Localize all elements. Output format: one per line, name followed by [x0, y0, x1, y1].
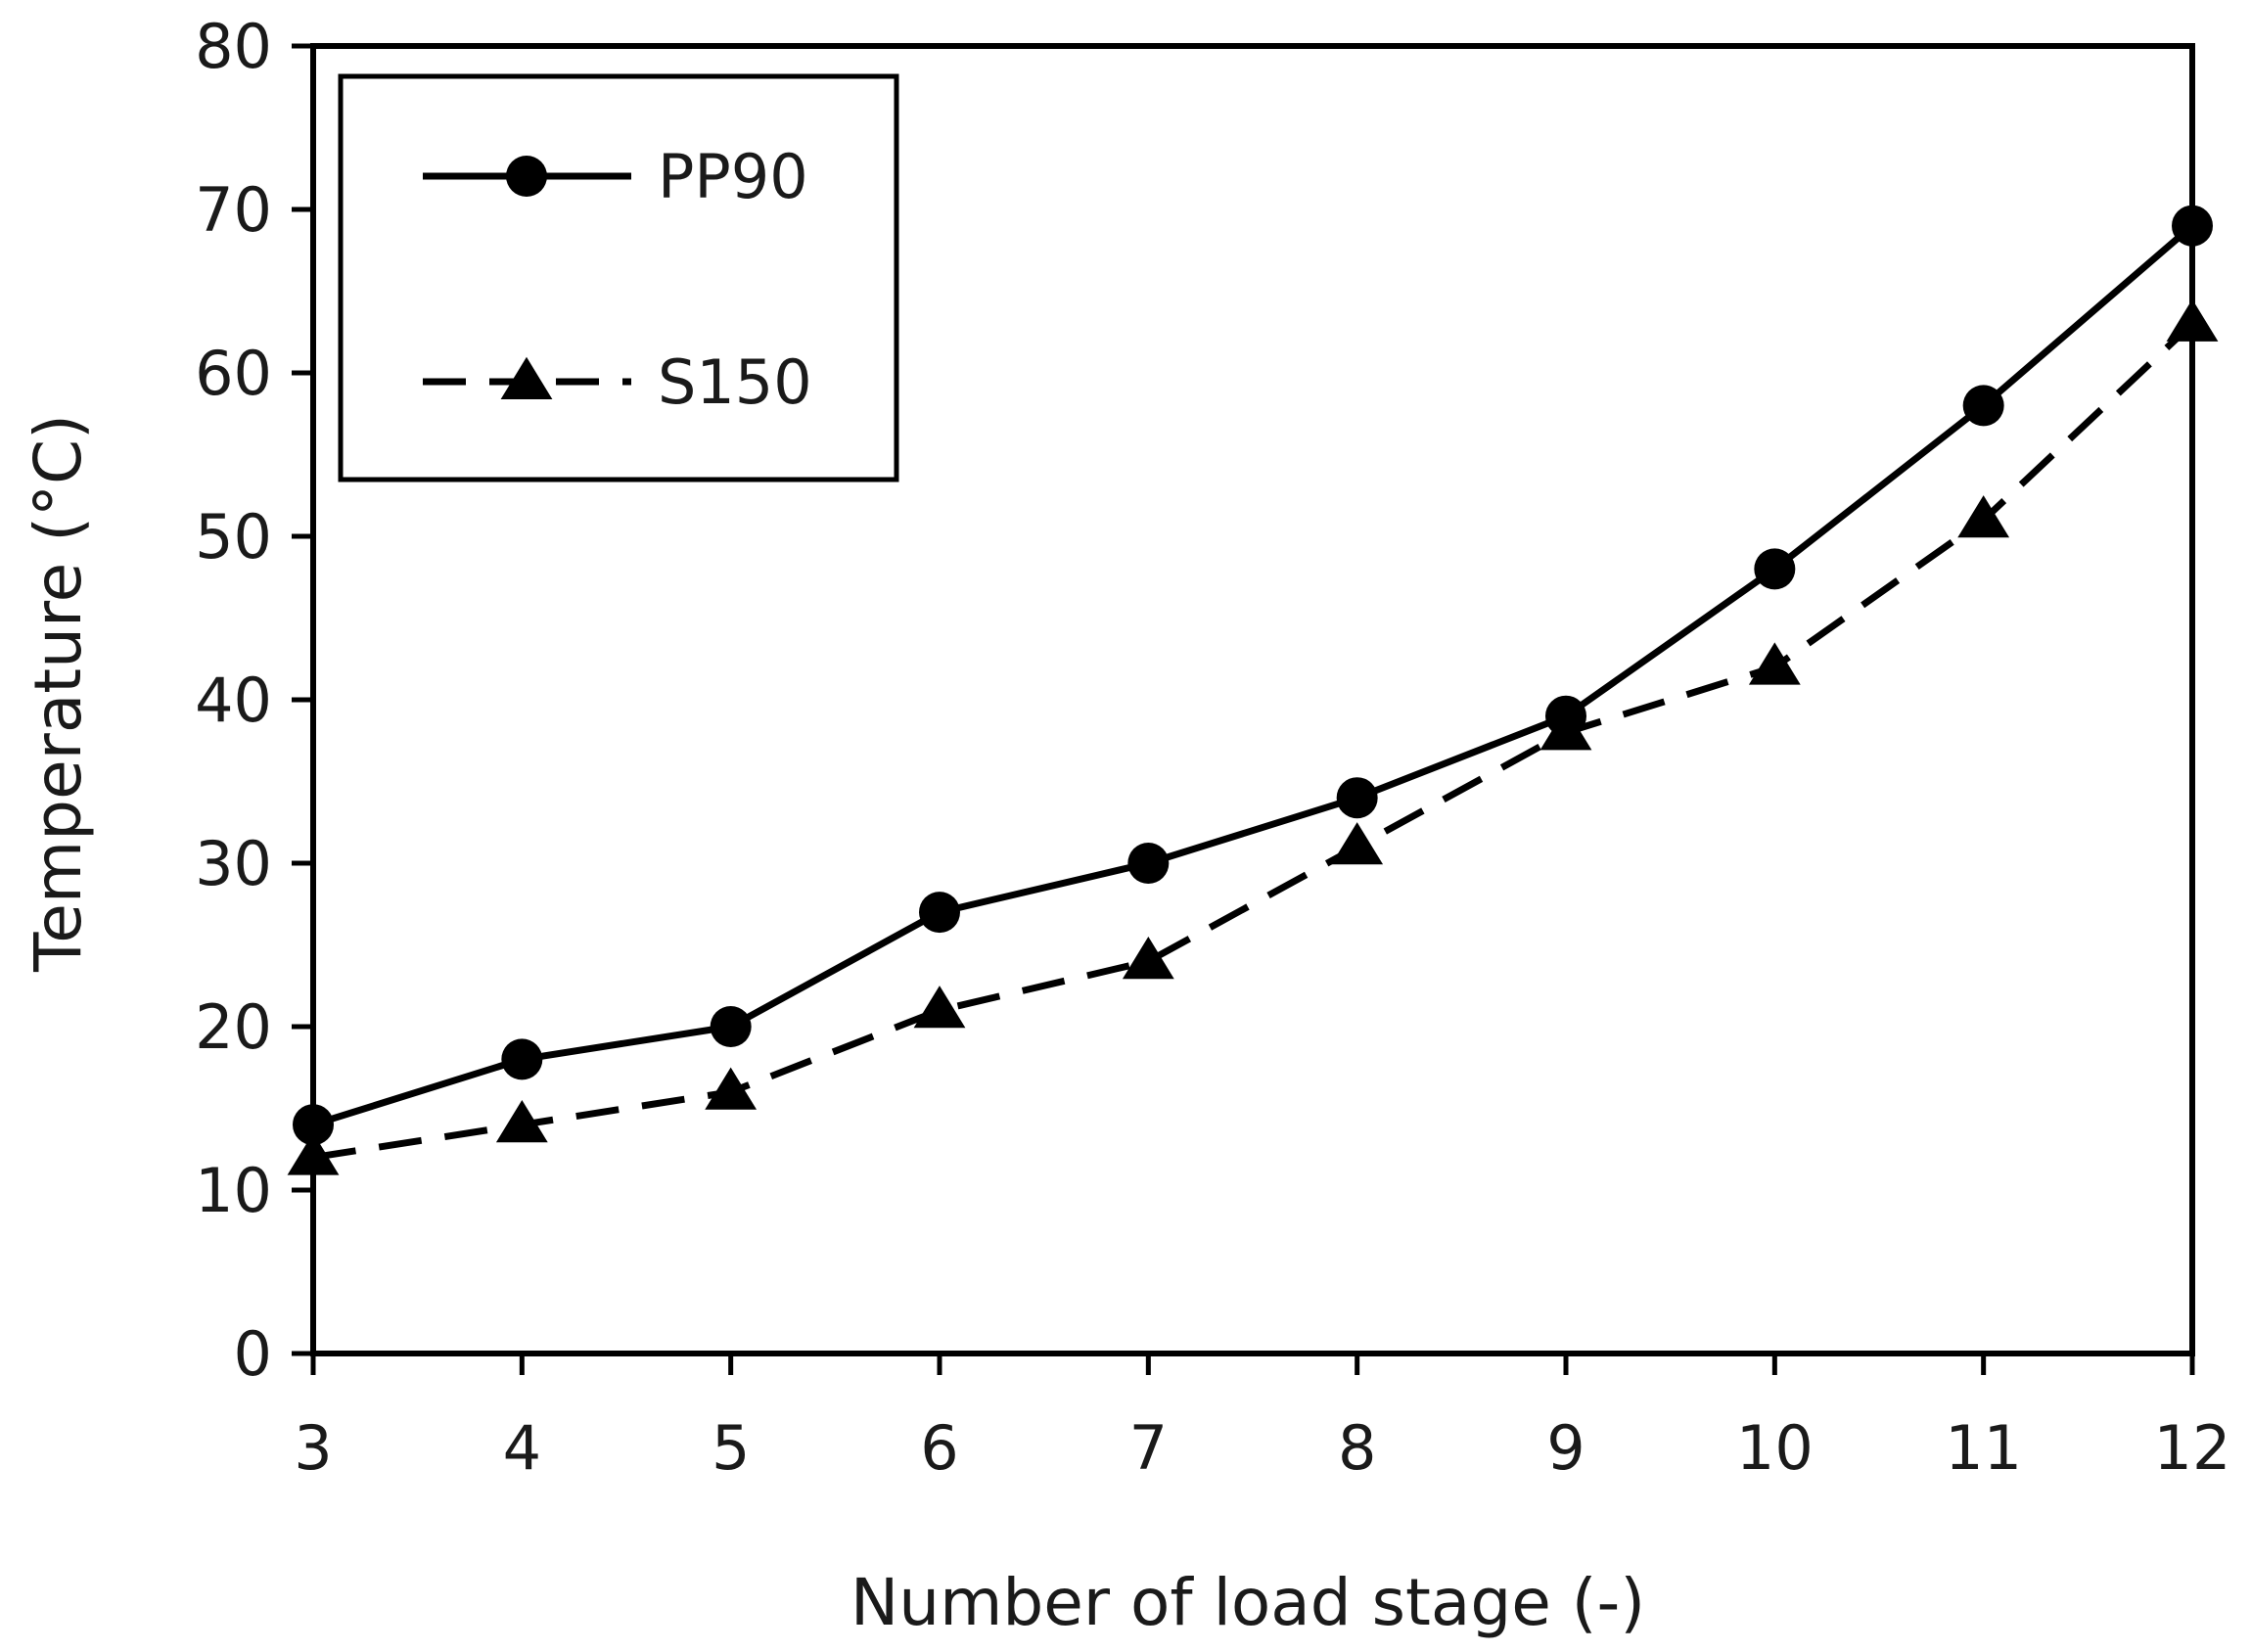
x-tick-label-8: 8 — [1338, 1412, 1376, 1484]
data-point-s150-7 — [1122, 937, 1174, 980]
data-point-s150-5 — [705, 1067, 758, 1110]
x-tick-label-3: 3 — [294, 1412, 332, 1484]
series-line-pp90 — [311, 223, 2195, 1128]
data-point-pp90-10 — [1754, 548, 1796, 590]
x-axis-title: Number of load stage (-) — [850, 1565, 1645, 1640]
data-point-pp90-7 — [1127, 843, 1170, 884]
series-layer — [287, 205, 2219, 1175]
x-tick-label-9: 9 — [1546, 1412, 1585, 1484]
y-tick-label-10: 10 — [195, 1155, 272, 1226]
x-tick-label-7: 7 — [1129, 1412, 1168, 1484]
y-axis-title: Temperature (°C) — [21, 414, 96, 973]
data-point-s150-10 — [1748, 642, 1801, 685]
y-tick-label-70: 70 — [195, 174, 272, 246]
data-point-s150-6 — [913, 986, 966, 1029]
x-tick-label-6: 6 — [920, 1412, 958, 1484]
legend-label-s150: S150 — [658, 346, 812, 418]
data-point-pp90-6 — [919, 892, 960, 934]
y-tick-label-30: 30 — [195, 828, 272, 899]
y-tick-label-80: 80 — [195, 11, 272, 82]
legend-box — [338, 73, 899, 482]
legend-marker-pp90 — [506, 156, 547, 197]
data-point-s150-4 — [495, 1100, 548, 1143]
data-point-s150-3 — [287, 1132, 340, 1175]
legend-label-pp90: PP90 — [658, 141, 808, 212]
y-tick-label-60: 60 — [195, 338, 272, 409]
x-tick-label-10: 10 — [1736, 1412, 1814, 1484]
x-tick-label-12: 12 — [2154, 1412, 2231, 1484]
x-tick-label-11: 11 — [1945, 1412, 2022, 1484]
y-tick-label-0: 0 — [234, 1318, 272, 1390]
data-point-s150-9 — [1539, 708, 1592, 751]
legend-marker-s150 — [500, 356, 553, 399]
data-point-pp90-8 — [1336, 777, 1378, 819]
y-tick-label-40: 40 — [195, 665, 272, 736]
legend: PP90 S150 — [338, 73, 899, 482]
data-point-pp90-5 — [710, 1006, 752, 1047]
data-point-pp90-12 — [2172, 205, 2213, 247]
data-point-pp90-4 — [501, 1038, 543, 1080]
axes-layer: 0 10 20 30 40 50 60 70 80 3 4 5 6 7 8 9 10 11 12 — [195, 11, 2230, 1484]
data-point-s150-8 — [1331, 822, 1384, 865]
data-point-s150-11 — [1957, 495, 2010, 538]
x-tick-label-5: 5 — [712, 1412, 750, 1484]
data-point-pp90-3 — [293, 1104, 334, 1146]
y-tick-label-20: 20 — [195, 991, 272, 1063]
data-point-pp90-11 — [1962, 385, 2004, 427]
y-tick-label-50: 50 — [195, 501, 272, 573]
data-point-s150-12 — [2166, 298, 2219, 342]
series-line-s150 — [312, 321, 2195, 1162]
x-tick-label-4: 4 — [503, 1412, 541, 1484]
